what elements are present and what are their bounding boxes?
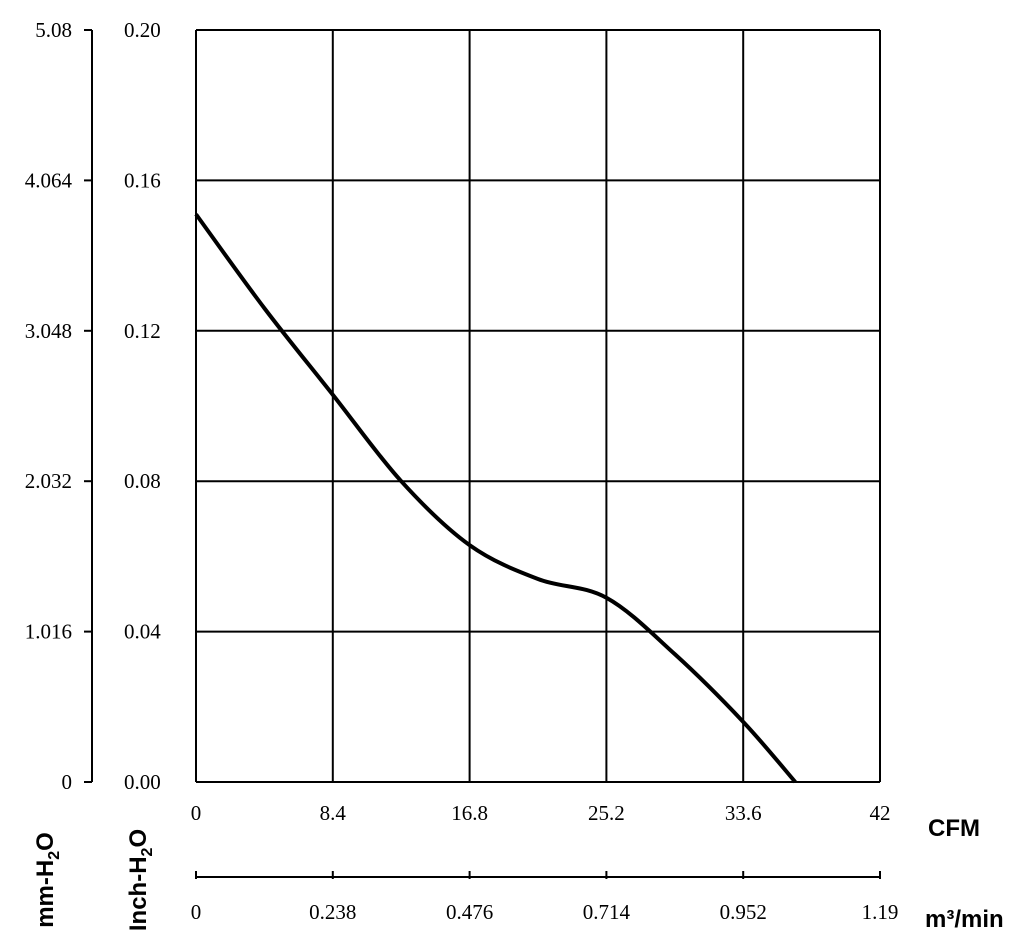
cfm-tick-label: 33.6 [725,801,762,825]
m3min-tick-label: 1.19 [862,900,899,924]
mm-tick-label: 0 [62,770,73,794]
mm-axis-label: mm-H2O [32,832,63,928]
m3min-axis-label: m³/min [925,906,1004,933]
tick-labels: 0.00 0.04 0.08 0.12 0.16 0.20 0 1.016 2.032 3.048… [25,18,1004,933]
cfm-tick-label: 42 [870,801,891,825]
m3min-tick-label: 0.714 [583,900,631,924]
inch-tick-label: 0.20 [124,18,161,42]
cfm-tick-label: 0 [191,801,202,825]
cfm-tick-label: 16.8 [451,801,488,825]
inch-tick-label: 0.00 [124,770,161,794]
axes [84,29,881,879]
pressure-curve [194,213,797,784]
mm-tick-label: 4.064 [25,168,73,192]
m3min-tick-label: 0 [191,900,202,924]
inch-tick-label: 0.12 [124,319,161,343]
inch-tick-label: 0.08 [124,469,161,493]
cfm-axis-label: CFM [928,815,980,842]
mm-tick-label: 5.08 [35,18,72,42]
mm-tick-label: 2.032 [25,469,72,493]
inch-tick-label: 0.04 [124,620,161,644]
inch-axis-label: Inch-H2O [125,829,156,931]
cfm-tick-label: 25.2 [588,801,625,825]
mm-tick-label: 3.048 [25,319,72,343]
m3min-tick-label: 0.952 [720,900,767,924]
inch-tick-label: 0.16 [124,168,161,192]
m3min-tick-label: 0.238 [309,900,356,924]
cfm-tick-label: 8.4 [320,801,347,825]
m3min-tick-label: 0.476 [446,900,493,924]
curve-layer [194,213,797,784]
mm-tick-label: 1.016 [25,620,72,644]
plot-grid [195,29,881,783]
